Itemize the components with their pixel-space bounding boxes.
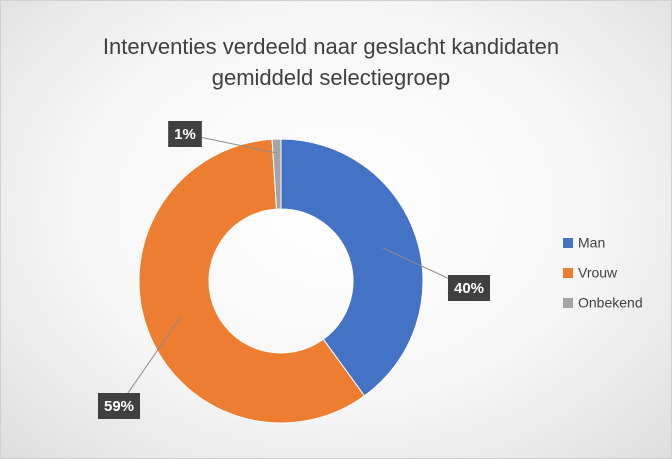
- legend-swatch: [563, 238, 573, 248]
- donut-slice: [271, 138, 282, 210]
- leader-line: [118, 316, 181, 407]
- donut-slice: [280, 138, 424, 397]
- legend-swatch: [563, 298, 573, 308]
- legend-label: Vrouw: [578, 265, 618, 281]
- data-label: 59%: [104, 398, 134, 415]
- data-label-bg: [168, 121, 202, 147]
- chart-title: Interventies verdeeld naar geslacht kand…: [102, 34, 560, 90]
- data-label: 40%: [454, 280, 484, 297]
- legend-label: Man: [578, 235, 605, 251]
- legend-label: Onbekend: [578, 295, 643, 311]
- data-label-bg: [447, 275, 491, 301]
- donut-slice: [138, 138, 366, 424]
- data-label-bg: [97, 393, 141, 419]
- legend-swatch: [563, 268, 573, 278]
- data-label: 1%: [174, 126, 196, 143]
